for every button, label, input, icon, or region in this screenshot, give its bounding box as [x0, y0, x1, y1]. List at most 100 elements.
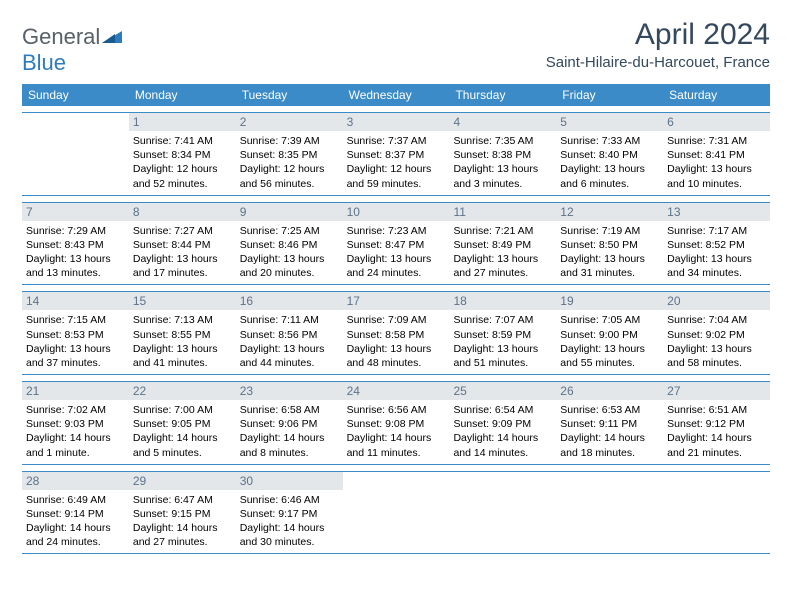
day-cell: 22 Sunrise: 7:00 AMSunset: 9:05 PMDayligh…	[129, 382, 236, 464]
dow-row: SundayMondayTuesdayWednesdayThursdayFrid…	[22, 84, 770, 106]
day-cell: 29 Sunrise: 6:47 AMSunset: 9:15 PMDayligh…	[129, 472, 236, 554]
day-body: Sunrise: 7:27 AMSunset: 8:44 PMDaylight:…	[133, 224, 232, 281]
day-body: Sunrise: 6:46 AMSunset: 9:17 PMDaylight:…	[240, 493, 339, 550]
day-cell	[22, 113, 129, 195]
dow-tuesday: Tuesday	[236, 84, 343, 106]
day-number: 30	[236, 472, 343, 490]
day-body: Sunrise: 7:13 AMSunset: 8:55 PMDaylight:…	[133, 313, 232, 370]
day-cell: 2 Sunrise: 7:39 AMSunset: 8:35 PMDaylight…	[236, 113, 343, 195]
day-number: 14	[22, 292, 129, 310]
day-cell: 27 Sunrise: 6:51 AMSunset: 9:12 PMDayligh…	[663, 382, 770, 464]
day-cell: 28 Sunrise: 6:49 AMSunset: 9:14 PMDayligh…	[22, 472, 129, 554]
day-number: 9	[236, 203, 343, 221]
day-body: Sunrise: 7:35 AMSunset: 8:38 PMDaylight:…	[453, 134, 552, 191]
day-number: 24	[343, 382, 450, 400]
day-cell: 20 Sunrise: 7:04 AMSunset: 9:02 PMDayligh…	[663, 292, 770, 374]
day-number: 17	[343, 292, 450, 310]
day-cell: 15 Sunrise: 7:13 AMSunset: 8:55 PMDayligh…	[129, 292, 236, 374]
logo-triangle-icon	[102, 24, 122, 50]
day-body: Sunrise: 7:04 AMSunset: 9:02 PMDaylight:…	[667, 313, 766, 370]
dow-friday: Friday	[556, 84, 663, 106]
day-number: 15	[129, 292, 236, 310]
day-cell: 7 Sunrise: 7:29 AMSunset: 8:43 PMDaylight…	[22, 203, 129, 285]
day-body: Sunrise: 7:00 AMSunset: 9:05 PMDaylight:…	[133, 403, 232, 460]
day-cell: 24 Sunrise: 6:56 AMSunset: 9:08 PMDayligh…	[343, 382, 450, 464]
day-cell: 19 Sunrise: 7:05 AMSunset: 9:00 PMDayligh…	[556, 292, 663, 374]
day-body: Sunrise: 7:17 AMSunset: 8:52 PMDaylight:…	[667, 224, 766, 281]
week-row: 28 Sunrise: 6:49 AMSunset: 9:14 PMDayligh…	[22, 471, 770, 555]
day-number: 22	[129, 382, 236, 400]
day-body: Sunrise: 7:21 AMSunset: 8:49 PMDaylight:…	[453, 224, 552, 281]
day-number: 29	[129, 472, 236, 490]
day-cell: 5Sunrise: 7:33 AMSunset: 8:40 PMDaylight…	[556, 113, 663, 195]
day-number: 11	[449, 203, 556, 221]
header: GeneralBlue April 2024 Saint-Hilaire-du-…	[22, 18, 770, 76]
day-body: Sunrise: 7:39 AMSunset: 8:35 PMDaylight:…	[240, 134, 339, 191]
day-number: 7	[22, 203, 129, 221]
day-number: 26	[556, 382, 663, 400]
month-title: April 2024	[546, 18, 770, 52]
dow-monday: Monday	[129, 84, 236, 106]
day-body: Sunrise: 7:23 AMSunset: 8:47 PMDaylight:…	[347, 224, 446, 281]
day-number: 21	[22, 382, 129, 400]
day-cell	[556, 472, 663, 554]
day-cell: 3 Sunrise: 7:37 AMSunset: 8:37 PMDaylight…	[343, 113, 450, 195]
day-cell: 21Sunrise: 7:02 AMSunset: 9:03 PMDayligh…	[22, 382, 129, 464]
week-row: 1Sunrise: 7:41 AMSunset: 8:34 PMDaylight…	[22, 112, 770, 196]
day-body: Sunrise: 7:25 AMSunset: 8:46 PMDaylight:…	[240, 224, 339, 281]
day-number: 13	[663, 203, 770, 221]
day-number: 6	[663, 113, 770, 131]
day-body: Sunrise: 6:49 AMSunset: 9:14 PMDaylight:…	[26, 493, 125, 550]
day-body: Sunrise: 7:29 AMSunset: 8:43 PMDaylight:…	[26, 224, 125, 281]
day-body: Sunrise: 7:05 AMSunset: 9:00 PMDaylight:…	[560, 313, 659, 370]
day-cell: 12 Sunrise: 7:19 AMSunset: 8:50 PMDayligh…	[556, 203, 663, 285]
week-row: 14 Sunrise: 7:15 AMSunset: 8:53 PMDayligh…	[22, 291, 770, 375]
logo-text-1: General	[22, 24, 100, 49]
day-cell: 25 Sunrise: 6:54 AMSunset: 9:09 PMDayligh…	[449, 382, 556, 464]
logo-text-2: Blue	[22, 50, 66, 75]
day-number: 12	[556, 203, 663, 221]
title-block: April 2024 Saint-Hilaire-du-Harcouet, Fr…	[546, 18, 770, 71]
day-cell	[343, 472, 450, 554]
day-number: 27	[663, 382, 770, 400]
day-body: Sunrise: 7:11 AMSunset: 8:56 PMDaylight:…	[240, 313, 339, 370]
day-body: Sunrise: 7:37 AMSunset: 8:37 PMDaylight:…	[347, 134, 446, 191]
day-cell	[449, 472, 556, 554]
day-number: 8	[129, 203, 236, 221]
day-cell: 30 Sunrise: 6:46 AMSunset: 9:17 PMDayligh…	[236, 472, 343, 554]
day-cell: 14 Sunrise: 7:15 AMSunset: 8:53 PMDayligh…	[22, 292, 129, 374]
dow-saturday: Saturday	[663, 84, 770, 106]
day-cell: 17 Sunrise: 7:09 AMSunset: 8:58 PMDayligh…	[343, 292, 450, 374]
day-number: 19	[556, 292, 663, 310]
day-cell: 13 Sunrise: 7:17 AMSunset: 8:52 PMDayligh…	[663, 203, 770, 285]
calendar: SundayMondayTuesdayWednesdayThursdayFrid…	[22, 84, 770, 554]
day-body: Sunrise: 7:33 AMSunset: 8:40 PMDaylight:…	[560, 134, 659, 191]
day-body: Sunrise: 6:51 AMSunset: 9:12 PMDaylight:…	[667, 403, 766, 460]
day-cell: 8 Sunrise: 7:27 AMSunset: 8:44 PMDaylight…	[129, 203, 236, 285]
day-cell: 18Sunrise: 7:07 AMSunset: 8:59 PMDayligh…	[449, 292, 556, 374]
day-number: 28	[22, 472, 129, 490]
dow-sunday: Sunday	[22, 84, 129, 106]
day-number: 1	[129, 113, 236, 131]
day-body: Sunrise: 6:56 AMSunset: 9:08 PMDaylight:…	[347, 403, 446, 460]
day-body: Sunrise: 6:47 AMSunset: 9:15 PMDaylight:…	[133, 493, 232, 550]
day-body: Sunrise: 7:19 AMSunset: 8:50 PMDaylight:…	[560, 224, 659, 281]
day-number: 10	[343, 203, 450, 221]
day-cell: 1Sunrise: 7:41 AMSunset: 8:34 PMDaylight…	[129, 113, 236, 195]
day-body: Sunrise: 7:15 AMSunset: 8:53 PMDaylight:…	[26, 313, 125, 370]
day-number: 3	[343, 113, 450, 131]
logo: GeneralBlue	[22, 18, 122, 76]
day-number: 23	[236, 382, 343, 400]
day-cell: 11 Sunrise: 7:21 AMSunset: 8:49 PMDayligh…	[449, 203, 556, 285]
day-body: Sunrise: 6:54 AMSunset: 9:09 PMDaylight:…	[453, 403, 552, 460]
day-cell: 9 Sunrise: 7:25 AMSunset: 8:46 PMDaylight…	[236, 203, 343, 285]
day-number: 20	[663, 292, 770, 310]
day-number: 4	[449, 113, 556, 131]
day-body: Sunrise: 6:58 AMSunset: 9:06 PMDaylight:…	[240, 403, 339, 460]
day-number: 25	[449, 382, 556, 400]
day-body: Sunrise: 7:09 AMSunset: 8:58 PMDaylight:…	[347, 313, 446, 370]
day-body: Sunrise: 6:53 AMSunset: 9:11 PMDaylight:…	[560, 403, 659, 460]
day-number: 2	[236, 113, 343, 131]
day-cell: 4 Sunrise: 7:35 AMSunset: 8:38 PMDaylight…	[449, 113, 556, 195]
location: Saint-Hilaire-du-Harcouet, France	[546, 54, 770, 71]
